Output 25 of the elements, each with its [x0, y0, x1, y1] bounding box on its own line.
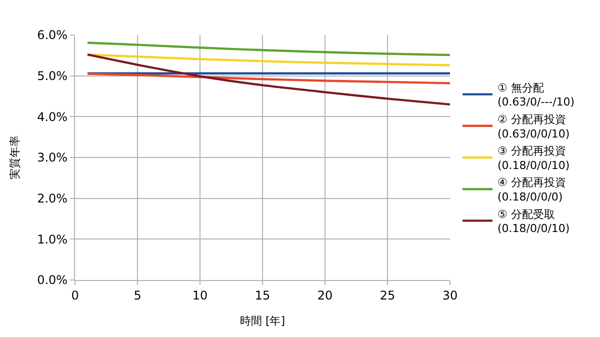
legend-label: ① 無分配 (0.63/0/---/10) — [498, 81, 575, 109]
y-tick-label: 3.0% — [37, 150, 68, 165]
line-series — [86, 54, 450, 66]
x-tick-label: 20 — [317, 288, 333, 302]
y-tick-label: 0.0% — [37, 273, 68, 288]
legend-label: ⑤ 分配受取 (0.18/0/0/10) — [498, 208, 570, 236]
x-tick-label: 10 — [192, 288, 208, 302]
x-tick-label: 0 — [71, 288, 79, 302]
line-series — [86, 42, 450, 56]
x-axis-title: 時間 [年] — [240, 314, 286, 328]
y-tick-label: 5.0% — [37, 69, 68, 84]
legend-label: ② 分配再投資 (0.63/0/0/10) — [498, 113, 570, 140]
x-tick-label: 30 — [442, 288, 458, 302]
legend-label: ③ 分配再投資 (0.18/0/0/10) — [498, 144, 570, 172]
x-tick-label: 25 — [380, 288, 396, 302]
y-tick-label: 2.0% — [37, 192, 68, 206]
y-tick-label: 1.0% — [37, 232, 68, 246]
line-series — [86, 54, 450, 106]
x-tick-label: 15 — [254, 288, 270, 302]
y-axis-title: 実質年率 — [8, 136, 22, 180]
y-tick-label: 6.0% — [37, 28, 68, 42]
x-tick-label: 5 — [134, 288, 142, 302]
legend-label: ④ 分配再投資 (0.18/0/0/0) — [498, 176, 566, 204]
line-series — [86, 72, 450, 84]
y-tick-label: 4.0% — [37, 110, 68, 124]
